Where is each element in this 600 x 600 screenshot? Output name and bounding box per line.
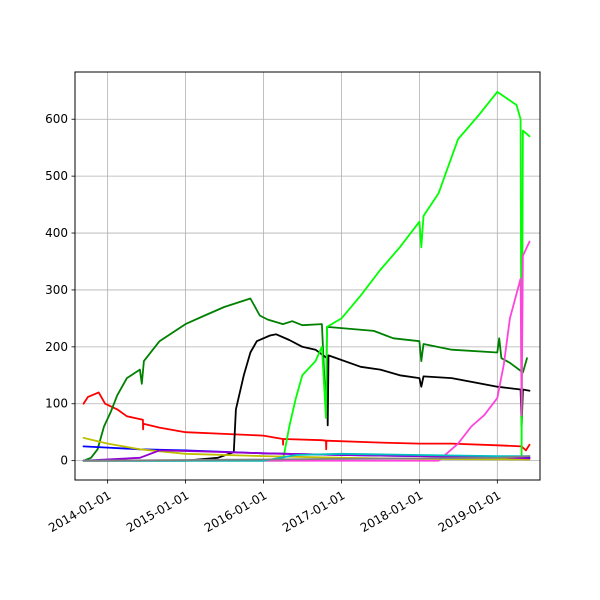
y-tick-label: 0	[60, 454, 68, 468]
series-line-10	[82, 455, 531, 462]
y-tick-label: 600	[45, 112, 68, 126]
series-line-1	[82, 391, 531, 452]
series-line-5	[82, 240, 531, 462]
y-axis: 0 100 200 300 400 500 600	[45, 112, 75, 468]
plot-frame	[74, 71, 541, 481]
y-tick-label: 100	[45, 397, 68, 411]
y-tick-label: 500	[45, 169, 68, 183]
y-tick-label: 200	[45, 340, 68, 354]
grid	[75, 72, 540, 480]
series-line-2	[82, 297, 528, 462]
series-layer	[82, 91, 531, 462]
series-line-3	[82, 333, 531, 462]
y-tick-label: 300	[45, 283, 68, 297]
y-tick-label: 400	[45, 226, 68, 240]
series-line-4	[82, 91, 531, 462]
series-line-9	[82, 452, 531, 462]
series-line-8	[82, 449, 531, 462]
